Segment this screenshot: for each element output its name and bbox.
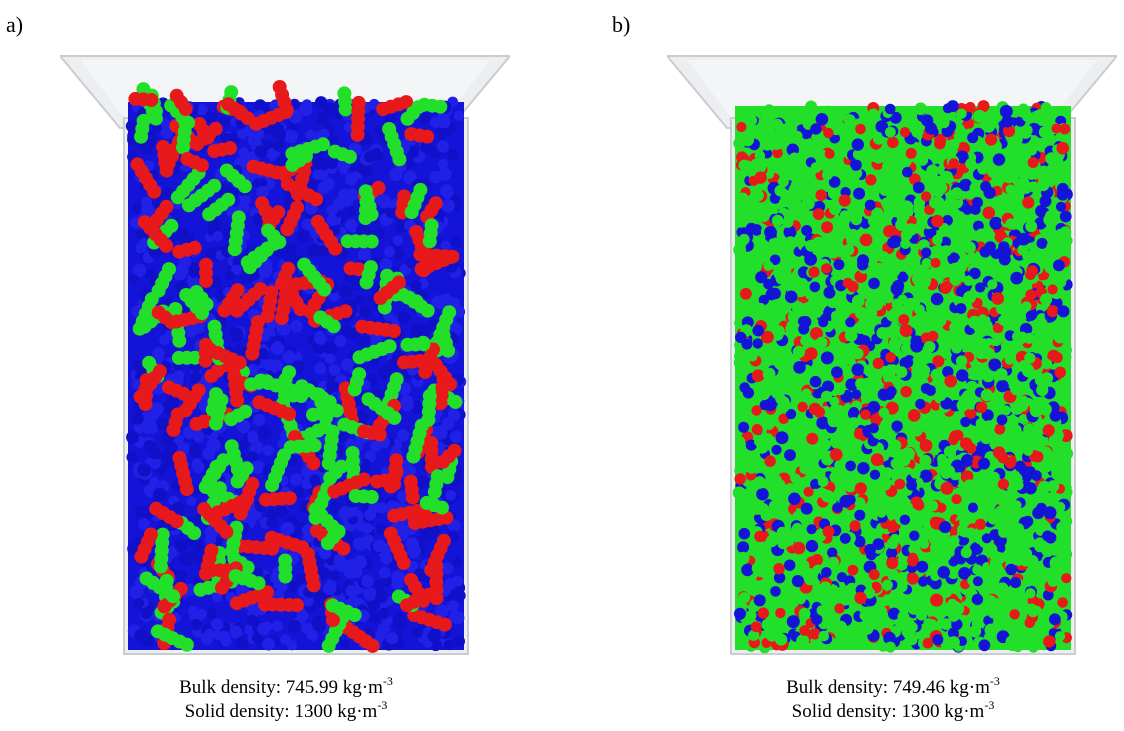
bulk-density-label: Bulk density: <box>786 677 888 698</box>
bulk-density-line: Bulk density: 745.99 kg·m-3 <box>56 673 516 700</box>
bulk-density-exponent: -3 <box>382 673 393 688</box>
silo-simulation-image <box>667 55 1117 655</box>
solid-density-label: Solid density: <box>184 701 290 722</box>
silo-hopper-inner <box>687 60 1097 120</box>
solid-density-value: 1300 <box>901 701 940 722</box>
solid-density-line: Solid density: 1300 kg·m-3 <box>56 697 516 724</box>
density-caption: Bulk density: 745.99 kg·m-3 Solid densit… <box>56 673 516 724</box>
particle-bed <box>732 100 1074 654</box>
solid-density-exponent: -3 <box>377 697 388 712</box>
bulk-density-value: 749.46 <box>892 677 945 698</box>
bulk-density-unit: kg·m <box>949 677 990 698</box>
solid-density-exponent: -3 <box>984 697 995 712</box>
density-caption: Bulk density: 749.46 kg·m-3 Solid densit… <box>663 673 1123 724</box>
bulk-density-label: Bulk density: <box>179 677 281 698</box>
bulk-density-value: 745.99 <box>285 677 338 698</box>
particle-bed <box>125 80 467 653</box>
bulk-density-exponent: -3 <box>989 673 1000 688</box>
silo-simulation-image <box>60 55 510 655</box>
panel-b: b) Bulk density: 749.46 kg·m-3 Solid den… <box>562 0 1124 731</box>
solid-density-unit: kg·m <box>337 701 378 722</box>
solid-density-line: Solid density: 1300 kg·m-3 <box>663 697 1123 724</box>
panel-label: b) <box>612 12 631 37</box>
panel-label: a) <box>6 12 24 37</box>
bulk-density-line: Bulk density: 749.46 kg·m-3 <box>663 673 1123 700</box>
solid-density-label: Solid density: <box>791 701 897 722</box>
solid-density-value: 1300 <box>294 701 333 722</box>
solid-density-unit: kg·m <box>944 701 985 722</box>
bulk-density-unit: kg·m <box>342 677 383 698</box>
panel-a: a) Bulk density: 745.99 kg·m-3 Solid den… <box>6 12 516 724</box>
